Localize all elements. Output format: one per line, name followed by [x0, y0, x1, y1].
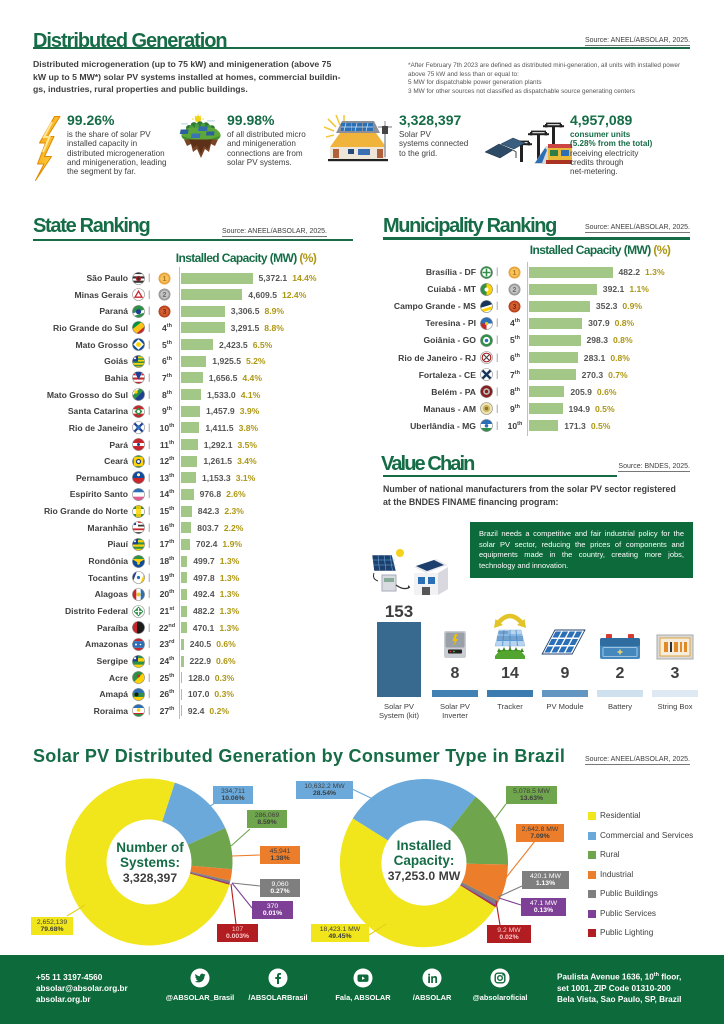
svg-text:3: 3 [513, 304, 517, 311]
svg-text:2: 2 [163, 292, 167, 299]
svg-text:1: 1 [513, 270, 517, 277]
svg-text:2: 2 [513, 287, 517, 294]
svg-text:3: 3 [163, 309, 167, 316]
svg-text:1: 1 [163, 276, 167, 283]
